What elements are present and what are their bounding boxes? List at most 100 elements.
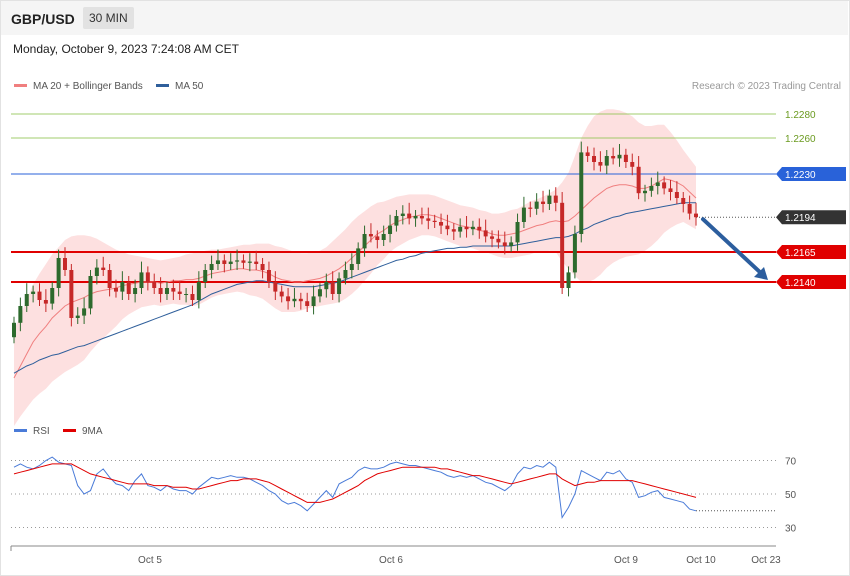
- candle-body: [171, 288, 176, 292]
- candle-body: [604, 156, 609, 166]
- candle-body: [490, 236, 495, 239]
- candle-body: [470, 226, 475, 230]
- candle-body: [623, 154, 628, 162]
- legend-rsi: RSI: [14, 426, 50, 437]
- candle-body: [541, 201, 546, 204]
- candle-body: [668, 188, 673, 192]
- candle-body: [439, 222, 444, 226]
- candle-body: [260, 264, 265, 270]
- timeframe-button[interactable]: 30 MIN: [83, 7, 134, 29]
- candle-body: [617, 154, 622, 159]
- candle-body: [375, 236, 380, 240]
- candle-body: [432, 220, 437, 222]
- candle-body: [43, 300, 48, 304]
- x-tick-Oct-5: Oct 5: [138, 555, 162, 566]
- candle-body: [317, 289, 322, 297]
- candle-body: [521, 207, 526, 222]
- candle-body: [31, 291, 36, 294]
- rsi-tick-30: 30: [785, 524, 797, 535]
- candle-body: [152, 282, 157, 288]
- level-tag-1.2165: [776, 245, 846, 259]
- candle-body: [349, 264, 354, 270]
- candle-body: [101, 267, 106, 270]
- legend-9ma: 9MA: [63, 426, 103, 437]
- bollinger-band: [14, 109, 696, 426]
- candle-body: [419, 216, 424, 219]
- candle-body: [694, 213, 698, 218]
- header-bar: [1, 1, 848, 35]
- candle-body: [94, 267, 99, 276]
- legend-9ma-swatch: [63, 428, 76, 432]
- candle-body: [388, 225, 393, 234]
- candle-body: [356, 248, 361, 264]
- candle-body: [426, 218, 431, 221]
- rsi-line: [13, 456, 697, 519]
- candle-body: [254, 261, 259, 264]
- candle-body: [451, 229, 456, 232]
- candle-body: [687, 204, 692, 214]
- candle-body: [215, 260, 220, 264]
- candle-body: [203, 270, 208, 282]
- level-label-1.2194: 1.2194: [785, 213, 816, 224]
- candle-body: [681, 198, 686, 204]
- candle-body: [107, 270, 112, 288]
- rsi-ma-line: [13, 463, 697, 503]
- symbol-title: GBP/USD: [11, 11, 75, 27]
- candle-body: [509, 242, 514, 246]
- candle-body: [56, 258, 61, 288]
- candle-body: [464, 226, 469, 230]
- level-tag-1.2140: [776, 275, 846, 289]
- candle-body: [235, 260, 240, 262]
- candle-body: [496, 238, 501, 243]
- candle-body: [400, 213, 405, 216]
- candle-body: [611, 156, 616, 159]
- candle-body: [330, 282, 335, 294]
- candle-body: [445, 225, 450, 230]
- candle-body: [12, 322, 16, 338]
- candle-body: [598, 162, 603, 166]
- candle-body: [241, 260, 246, 263]
- legend-ma50-label: MA 50: [175, 81, 204, 92]
- candle-body: [636, 166, 641, 194]
- candle-body: [247, 261, 252, 263]
- candle-body: [113, 288, 118, 292]
- candle-body: [24, 294, 29, 306]
- candle-body: [585, 152, 590, 156]
- candle-body: [413, 216, 418, 219]
- legend-rsi-label: RSI: [33, 426, 50, 437]
- forecast-arrow: [701, 217, 764, 276]
- candle-body: [572, 234, 577, 273]
- candle-body: [133, 288, 138, 294]
- legend-ma20-label: MA 20 + Bollinger Bands: [33, 81, 143, 92]
- candle-body: [88, 276, 93, 309]
- candle-body: [222, 260, 227, 264]
- candle-body: [69, 270, 74, 318]
- candle-body: [18, 306, 23, 323]
- candle-body: [37, 291, 42, 300]
- level-label-1.2165: 1.2165: [785, 248, 816, 259]
- legend-9ma-label: 9MA: [82, 426, 103, 437]
- candle-body: [502, 242, 507, 246]
- candle-body: [62, 258, 67, 270]
- candle-body: [655, 182, 660, 186]
- candle-body: [381, 234, 386, 240]
- candle-body: [164, 288, 169, 294]
- candle-body: [50, 288, 55, 304]
- candle-body: [273, 282, 278, 292]
- candle-body: [228, 261, 233, 264]
- candle-body: [362, 234, 367, 249]
- level-label-1.2280: 1.2280: [785, 110, 816, 121]
- candle-body: [311, 296, 316, 306]
- candle-body: [649, 186, 654, 191]
- candle-body: [126, 282, 131, 294]
- x-tick-Oct-9: Oct 9: [614, 555, 638, 566]
- candle-body: [515, 222, 520, 243]
- candle-body: [343, 270, 348, 279]
- legend-rsi-swatch: [14, 428, 27, 432]
- candle-body: [177, 291, 182, 294]
- candle-body: [266, 270, 271, 282]
- candle-body: [477, 226, 482, 231]
- forecast-arrowhead: [754, 267, 768, 280]
- candle-body: [553, 195, 558, 203]
